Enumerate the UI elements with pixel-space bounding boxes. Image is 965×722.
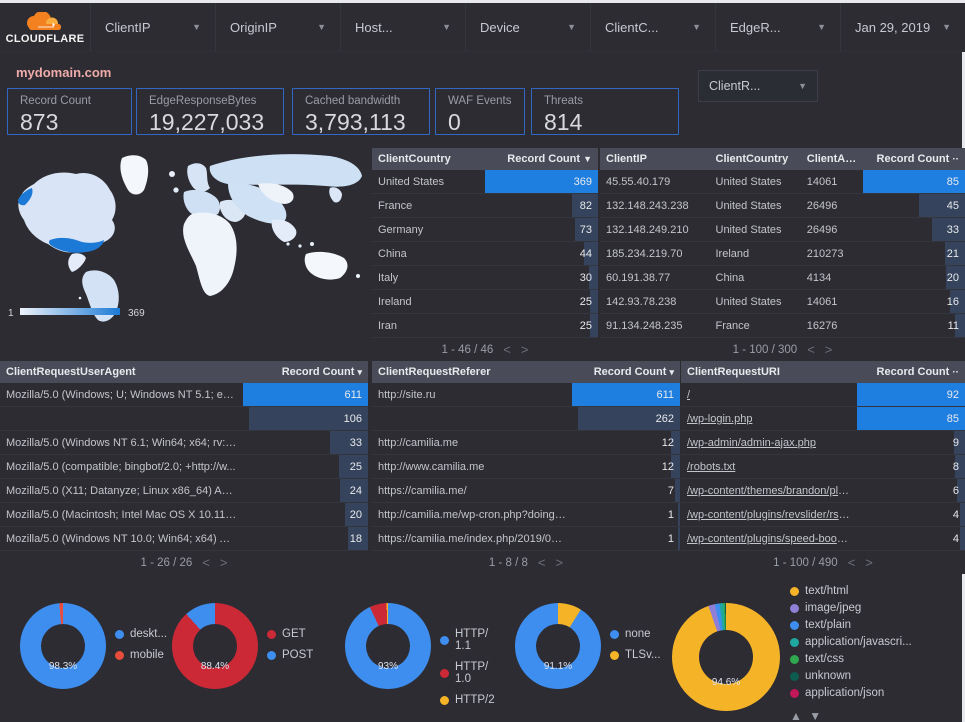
svg-text:1: 1	[8, 308, 14, 319]
svg-text:369: 369	[128, 308, 145, 319]
